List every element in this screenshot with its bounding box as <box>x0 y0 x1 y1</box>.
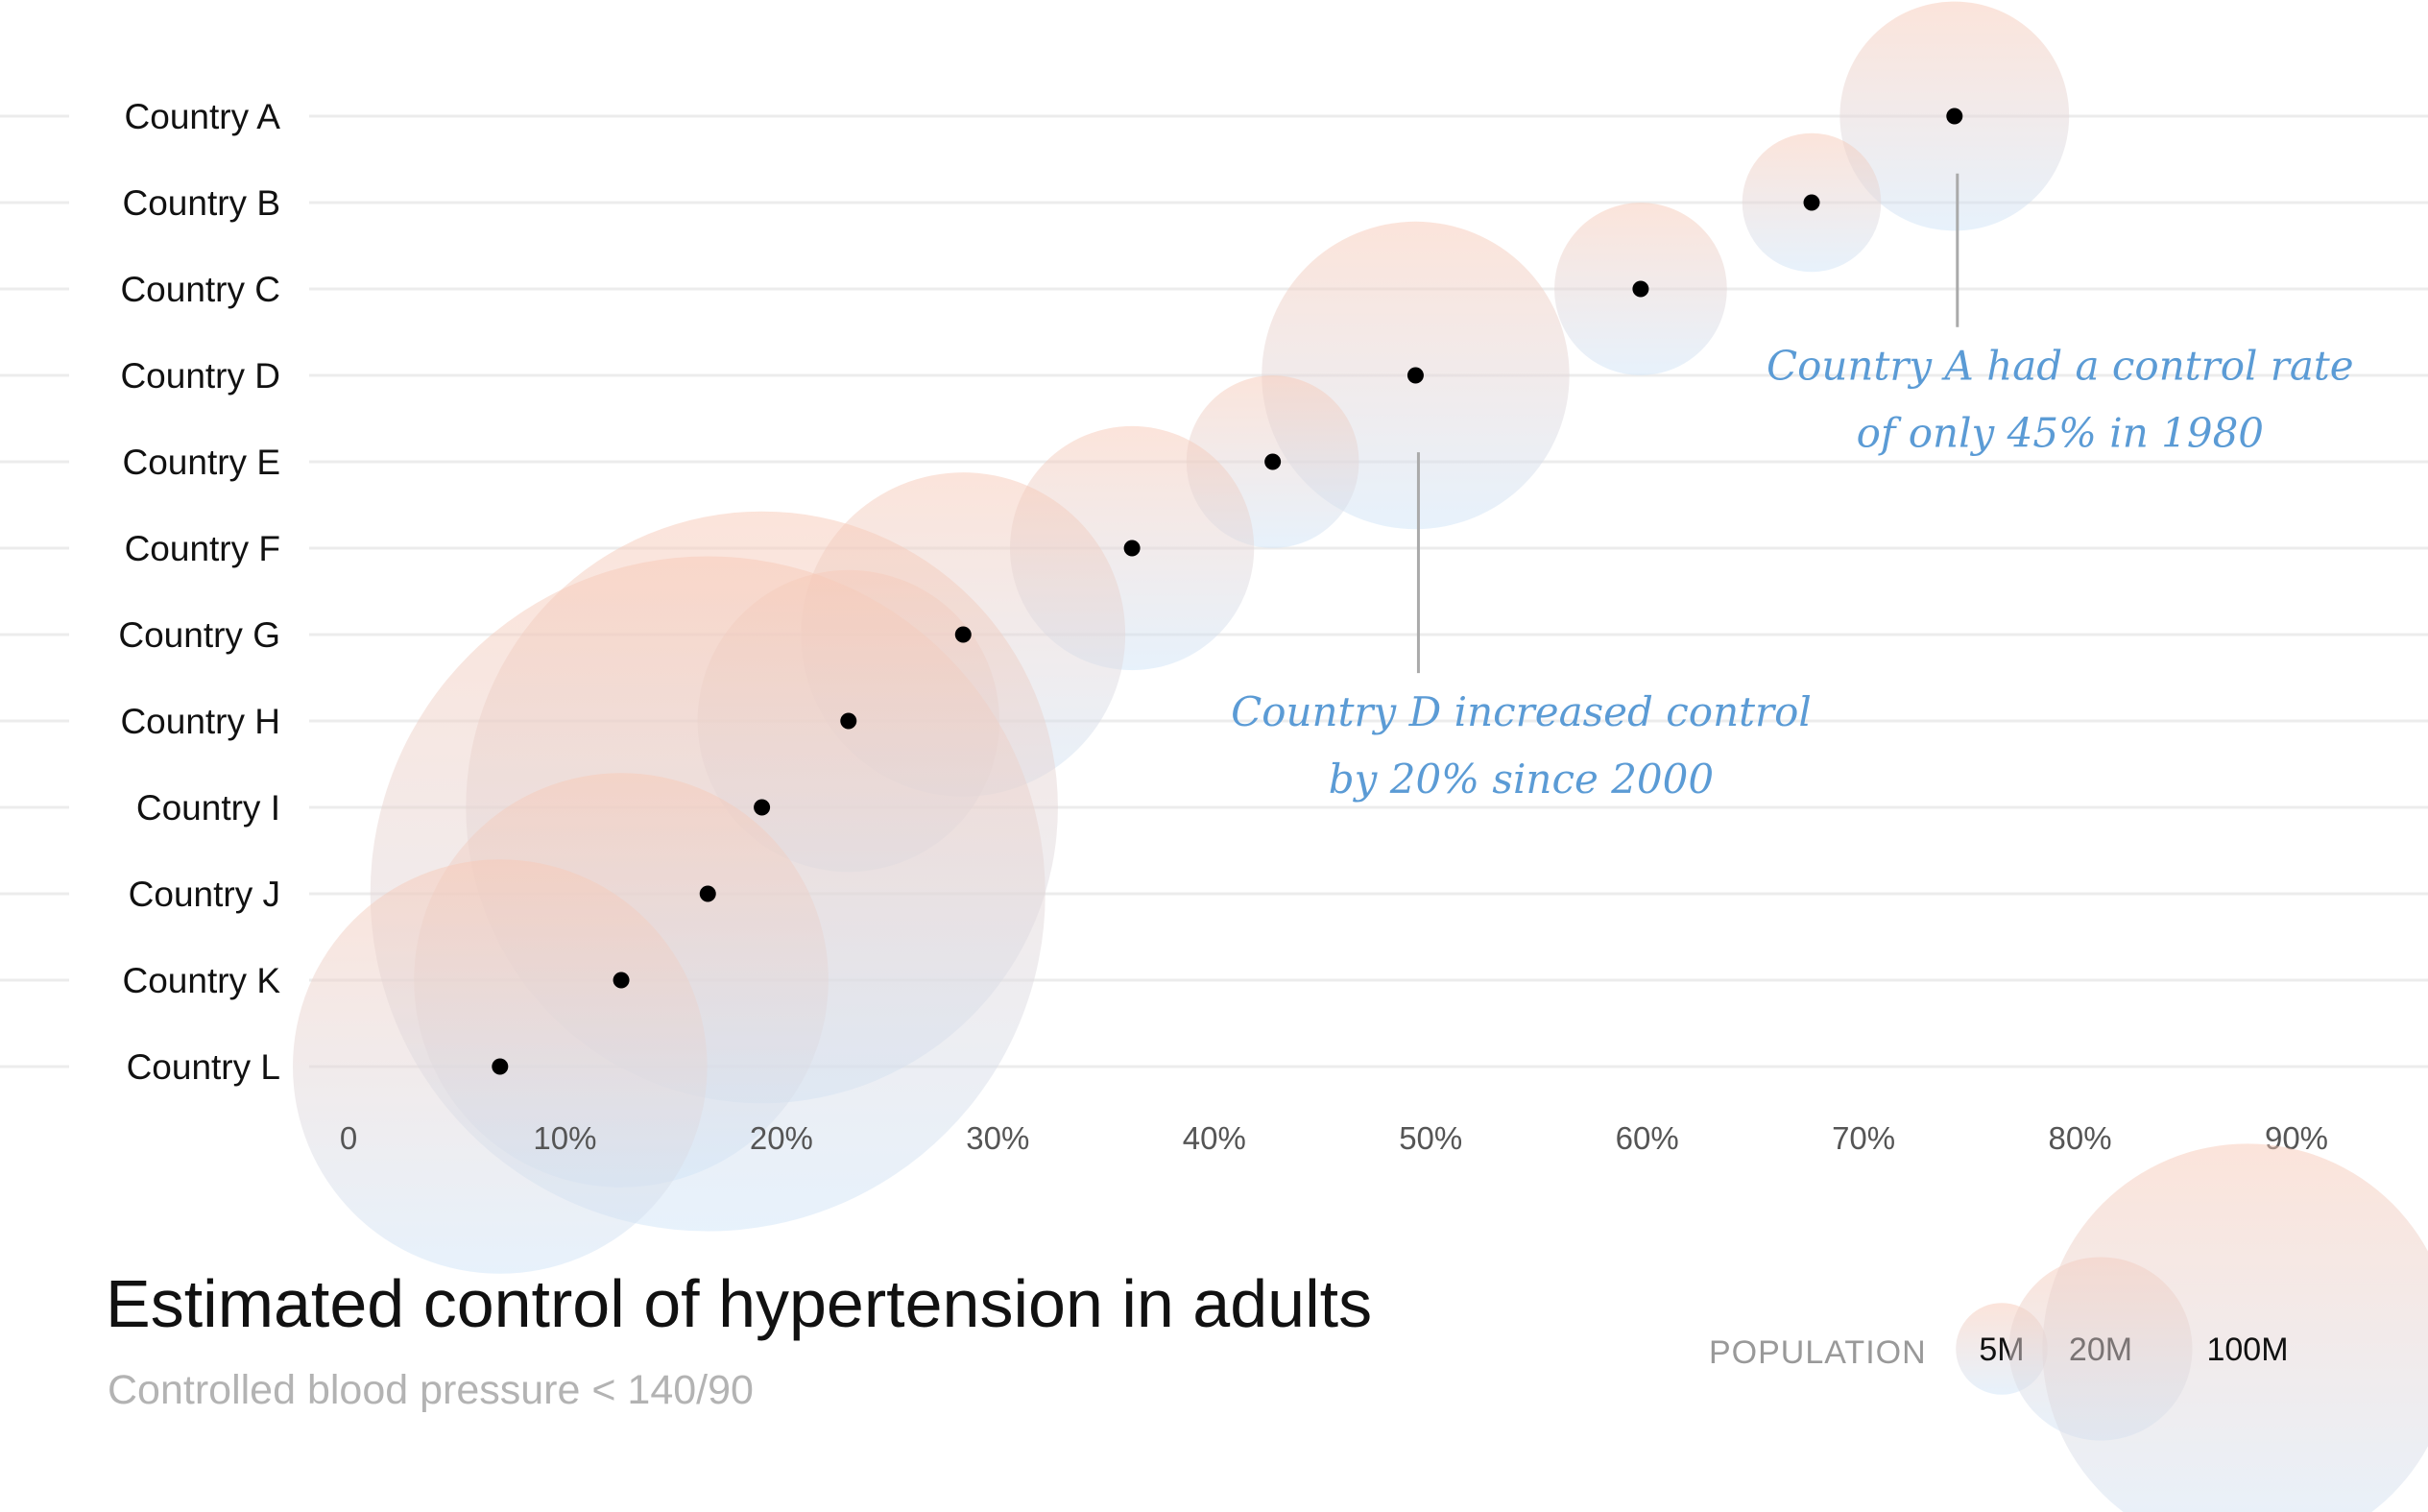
point-country-f <box>1123 540 1141 557</box>
category-label-country-k: Country K <box>122 961 280 1000</box>
annotation-country-a-line-2: of only 45% in 1980 <box>1857 410 2264 457</box>
population-legend: POPULATION5M20M100M <box>1709 1143 2428 1512</box>
category-label-country-f: Country F <box>125 529 280 568</box>
point-country-l <box>492 1058 509 1075</box>
bubbles <box>293 1 2070 1274</box>
category-label-country-c: Country C <box>120 270 280 309</box>
point-country-a <box>1946 108 1963 125</box>
annotation-country-a-line-1: Country A had a control rate <box>1767 343 2354 390</box>
legend-title: POPULATION <box>1709 1334 1927 1371</box>
category-label-country-g: Country G <box>118 615 280 655</box>
x-tick-2: 20% <box>750 1120 813 1156</box>
point-country-c <box>1632 280 1649 298</box>
legend-label-100m: 100M <box>2206 1332 2288 1368</box>
chart-title: Estimated control of hypertension in adu… <box>106 1266 1373 1341</box>
category-label-country-d: Country D <box>120 356 280 396</box>
point-country-e <box>1264 453 1282 470</box>
x-tick-0: 0 <box>340 1120 357 1156</box>
annotation-country-d-line-2: by 20% since 2000 <box>1329 756 1714 803</box>
category-label-country-a: Country A <box>125 97 281 136</box>
x-tick-3: 30% <box>966 1120 1029 1156</box>
legend-bubble-100m <box>2042 1143 2428 1512</box>
x-tick-4: 40% <box>1183 1120 1246 1156</box>
x-tick-8: 80% <box>2049 1120 2112 1156</box>
category-label-country-e: Country E <box>122 443 280 482</box>
x-tick-6: 60% <box>1616 1120 1679 1156</box>
x-axis-ticks: 0 10% 20% 30% 40% 50% 60% 70% 80% 90% <box>340 1120 2328 1156</box>
point-country-g <box>954 626 972 643</box>
category-label-country-i: Country I <box>136 788 280 828</box>
annotations: Country A had a control rate of only 45% … <box>1231 343 2354 803</box>
point-country-d <box>1406 367 1424 384</box>
category-label-country-b: Country B <box>122 183 280 223</box>
chart-subtitle: Controlled blood pressure < 140/90 <box>108 1367 754 1413</box>
point-country-b <box>1803 194 1820 211</box>
x-tick-5: 50% <box>1399 1120 1462 1156</box>
category-label-country-h: Country H <box>120 702 280 741</box>
category-label-country-l: Country L <box>127 1047 280 1087</box>
annotation-leaders <box>1416 173 1959 674</box>
point-country-k <box>613 972 630 989</box>
x-tick-7: 70% <box>1832 1120 1895 1156</box>
point-country-i <box>754 799 771 816</box>
x-tick-1: 10% <box>533 1120 596 1156</box>
category-label-country-j: Country J <box>129 875 280 914</box>
point-country-j <box>699 885 716 902</box>
point-country-h <box>840 712 857 730</box>
annotation-country-d-line-1: Country D increased control <box>1231 688 1812 735</box>
category-labels: Country A Country B Country C Country D Coun… <box>118 97 280 1087</box>
data-points <box>492 108 1963 1075</box>
